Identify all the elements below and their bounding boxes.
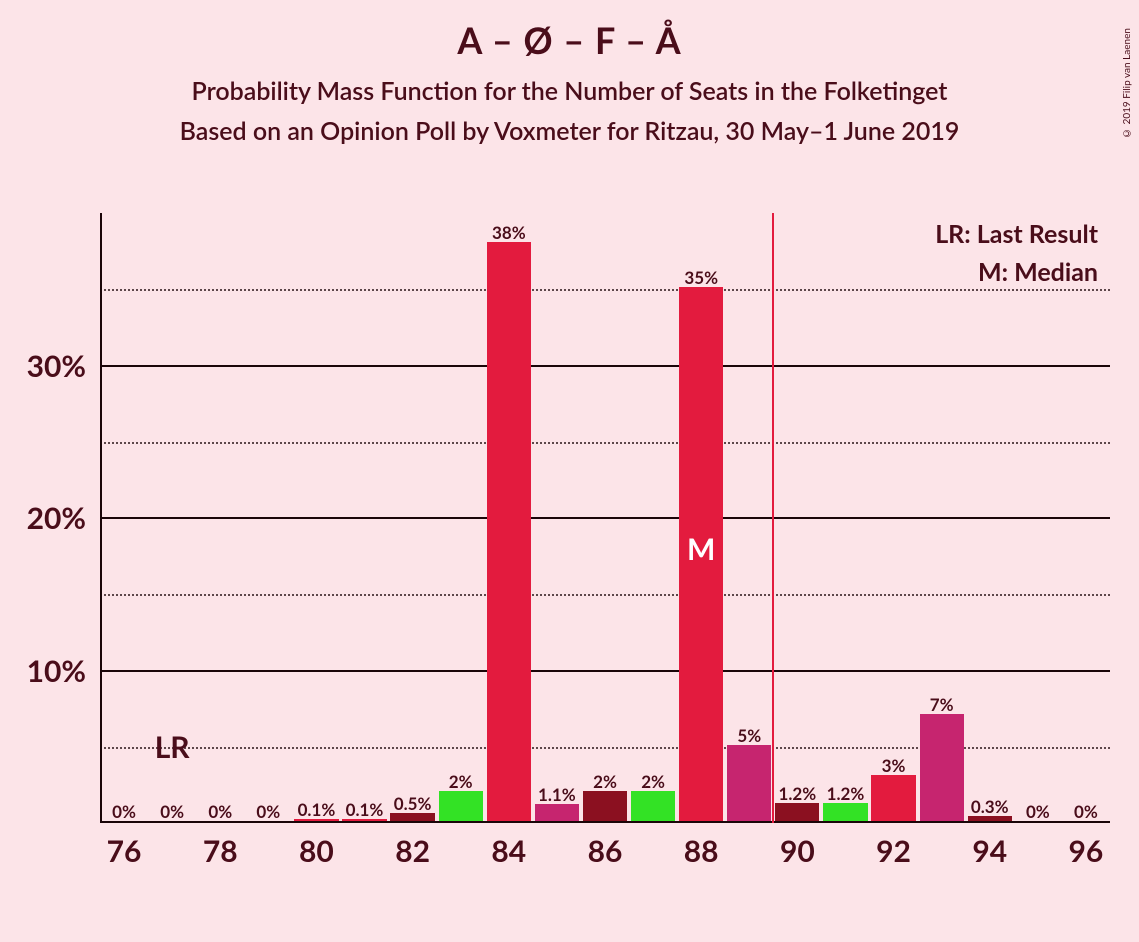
bar-value-label: 0.3% — [971, 796, 1009, 817]
bar-value-label: 3% — [882, 755, 906, 776]
x-tick-label: 96 — [1069, 833, 1104, 869]
bar — [823, 803, 867, 821]
bar-value-label: 0% — [256, 801, 280, 822]
x-tick-label: 84 — [491, 833, 526, 869]
x-tick-label: 92 — [876, 833, 911, 869]
legend: LR: Last Result M: Median — [935, 219, 1098, 295]
bar-value-label: 35% — [684, 267, 718, 288]
gridline-minor — [100, 594, 1110, 596]
gridline-major — [100, 365, 1110, 367]
bar-value-label: 0% — [1074, 801, 1098, 822]
lr-tag: LR — [155, 729, 190, 765]
bar-value-label: 0% — [208, 801, 232, 822]
gridline-minor — [100, 442, 1110, 444]
bar-value-label: 0% — [160, 801, 184, 822]
median-tag: M — [687, 531, 715, 567]
x-tick-label: 90 — [780, 833, 815, 869]
bar-value-label: 7% — [930, 694, 954, 715]
bar-value-label: 2% — [449, 771, 473, 792]
legend-m: M: Median — [935, 257, 1098, 287]
x-tick-label: 86 — [588, 833, 623, 869]
copyright-text: © 2019 Filip van Laenen — [1121, 28, 1133, 139]
bar-value-label: 0.1% — [298, 799, 336, 820]
bar — [631, 791, 675, 822]
y-tick-label: 20% — [27, 500, 86, 536]
x-tick-label: 76 — [107, 833, 142, 869]
chart-plot-area: 10%20%30%76788082848688909294960%0%0%0%0… — [100, 213, 1110, 823]
bar-value-label: 0% — [1026, 801, 1050, 822]
x-axis — [100, 821, 1110, 823]
bar — [920, 714, 964, 821]
bar-value-label: 0.5% — [394, 793, 432, 814]
legend-lr: LR: Last Result — [935, 219, 1098, 249]
y-tick-label: 10% — [27, 653, 86, 689]
x-tick-label: 94 — [972, 833, 1007, 869]
gridline-major — [100, 670, 1110, 672]
bar-value-label: 38% — [492, 222, 526, 243]
bar-value-label: 5% — [737, 725, 761, 746]
gridline-major — [100, 517, 1110, 519]
chart-subtitle-2: Based on an Opinion Poll by Voxmeter for… — [0, 116, 1139, 146]
chart-subtitle-1: Probability Mass Function for the Number… — [0, 76, 1139, 106]
bar-value-label: 1.2% — [827, 783, 865, 804]
bar-value-label: 2% — [593, 771, 617, 792]
bar — [775, 803, 819, 821]
x-tick-label: 82 — [395, 833, 430, 869]
x-tick-label: 80 — [299, 833, 334, 869]
bar — [535, 804, 579, 821]
bar-value-label: 1.2% — [779, 783, 817, 804]
x-tick-label: 88 — [684, 833, 719, 869]
bar-value-label: 1.1% — [538, 784, 576, 805]
bar — [439, 791, 483, 822]
lr-reference-line — [772, 213, 774, 823]
bar — [871, 775, 915, 821]
chart-title: A – Ø – F – Å — [0, 18, 1139, 62]
bar — [390, 813, 434, 821]
y-tick-label: 30% — [27, 348, 86, 384]
bar-value-label: 0% — [112, 801, 136, 822]
bar-value-label: 2% — [641, 771, 665, 792]
bar-value-label: 0.1% — [346, 799, 384, 820]
bar — [727, 745, 771, 821]
x-tick-label: 78 — [203, 833, 238, 869]
bar — [583, 791, 627, 822]
bar — [487, 242, 531, 822]
